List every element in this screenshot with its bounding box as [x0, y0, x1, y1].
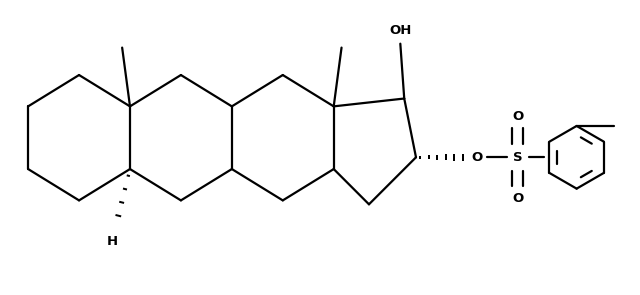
Text: O: O: [512, 110, 524, 123]
Text: S: S: [513, 151, 523, 164]
Text: O: O: [472, 151, 483, 164]
Text: O: O: [512, 191, 524, 204]
Text: OH: OH: [389, 24, 412, 37]
Text: H: H: [107, 235, 118, 248]
